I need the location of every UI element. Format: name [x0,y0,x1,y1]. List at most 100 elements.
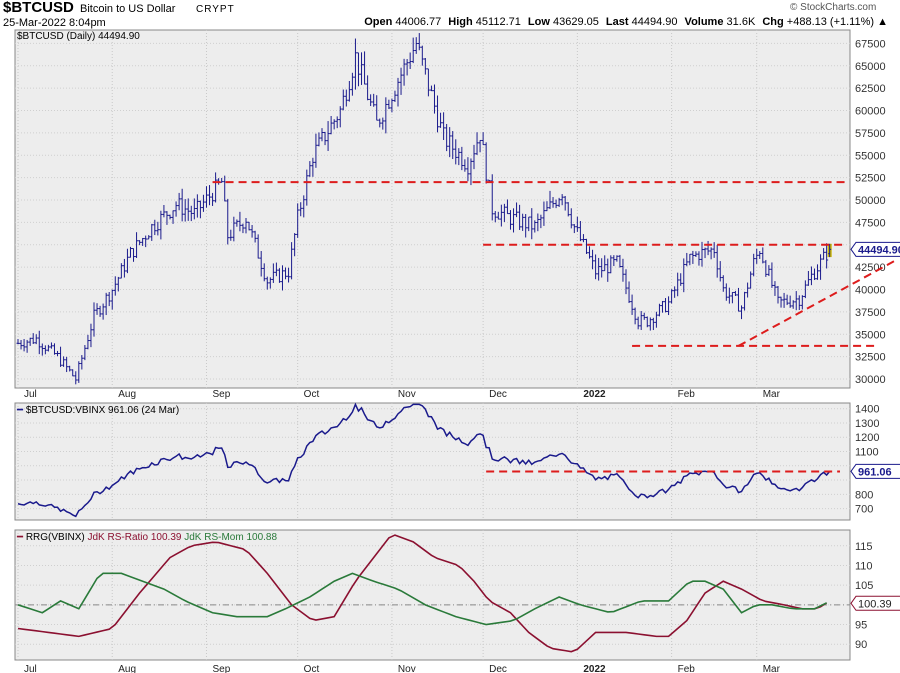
rrg-panel-title: ━ RRG(VBINX) JdK RS-Ratio 100.39 JdK RS-… [17,532,278,543]
ohlc-bar [566,202,570,217]
ohlc-bar [724,283,728,301]
ohlc-bar [594,254,598,280]
ohlc-bar [80,355,84,370]
ohlc-bar [138,240,142,246]
last-price-label: 44494.90 [850,241,900,257]
ohlc-bar [25,339,29,353]
ohlc-bar [776,286,780,304]
ohlc-bar [116,276,120,292]
ohlc-bar [280,265,284,291]
quote-value-chg: +488.13 (+1.11%) ▲ [786,16,888,28]
ohlc-bar [670,289,674,304]
rrg-last-label: 100.39 [850,595,900,611]
ohlc-bar [730,291,734,304]
ohlc-bar [539,214,543,229]
y-tick-label: 57500 [855,128,886,140]
ohlc-bar [749,271,753,289]
x-tick-label: Feb [678,389,696,400]
y-tick-label: 115 [855,541,873,553]
rs-title-text: $BTCUSD:VBINX 961.06 (24 Mar) [25,405,180,416]
ohlc-bar [223,175,227,202]
ohlc-bar [204,186,208,208]
ohlc-bar [773,281,777,296]
ohlc-bar [673,286,677,298]
label-box [850,595,900,611]
ohlc-bar [350,72,354,96]
ohlc-bar [785,294,789,306]
ohlc-bar [612,255,616,267]
ohlc-bar [597,257,601,281]
y-tick-label: 67500 [855,38,886,50]
y-tick-label: 90 [855,639,867,651]
ohlc-bar [40,343,44,356]
ohlc-bar [740,305,744,320]
ohlc-bar [588,246,592,259]
ohlc-bar [378,118,382,128]
quote-key-low: Low [527,16,553,28]
x-tick-label: Nov [398,664,416,673]
ohlc-bar [466,157,470,182]
x-tick-label: Mar [763,389,781,400]
ohlc-bar [721,275,725,292]
ohlc-bar [363,51,367,85]
label-text: 100.39 [858,598,892,610]
ohlc-bar [277,268,281,283]
ohlc-bar [767,265,771,277]
ohlc-bar [274,262,278,277]
ohlc-bar [238,211,242,232]
ohlc-bar [606,258,610,282]
quote-value-last: 44494.90 [631,16,681,28]
ohlc-bar [384,97,388,134]
ohlc-bar [676,272,680,297]
quote-key-high: High [448,16,476,28]
ohlc-bar [554,199,558,209]
rs-panel-title: ━ $BTCUSD:VBINX 961.06 (24 Mar) [17,405,180,416]
ohlc-bar [375,95,379,121]
y-tick-label: 32500 [855,352,886,364]
ohlc-bar [569,208,573,229]
label-text: 44494.90 [858,244,900,256]
ohlc-bar [660,300,664,313]
x-tick-label: Nov [398,389,416,400]
ohlc-bar [788,295,792,308]
ohlc-bar [329,115,333,135]
ohlc-bar [165,211,169,225]
date-label: 25-Mar-2022 8:04pm [3,17,106,29]
ohlc-bar [755,248,759,264]
quote-key-volume: Volume [684,16,727,28]
ohlc-bar [168,214,172,220]
ohlc-bar [779,296,783,308]
ohlc-bar [442,112,446,140]
ohlc-bar [591,249,595,270]
y-tick-label: 30000 [855,374,886,386]
ohlc-bar [484,142,488,184]
ohlc-bar [110,289,114,310]
ohlc-bar [323,131,327,146]
ohlc-bar [332,119,336,130]
x-tick-label: 2022 [583,664,606,673]
ohlc-bar [372,93,376,107]
ohlc-bar [77,361,81,383]
y-tick-label: 62500 [855,83,886,95]
ohlc-bar [290,242,294,280]
ohlc-bar [271,263,275,283]
ohlc-bar [369,94,373,107]
ohlc-bar [475,132,479,155]
ohlc-bar [496,211,500,220]
quote-bar: Open 44006.77 High 45112.71 Low 43629.05… [364,16,892,28]
x-tick-label: Sep [212,389,230,400]
ohlc-bar [469,158,473,186]
ohlc-bar [37,330,41,355]
ohlc-bar [299,202,303,217]
ohlc-bar [338,106,342,128]
main-panel-title: $BTCUSD (Daily) 44494.90 [17,31,140,42]
ohlc-bar [761,247,765,264]
ohlc-bar [74,371,78,385]
ohlc-bar [128,246,132,258]
ohlc-bar [320,128,324,142]
y-tick-label: 37500 [855,307,886,319]
ohlc-bar [104,292,108,316]
ohlc-bar [98,305,102,317]
ohlc-bar [229,229,233,241]
